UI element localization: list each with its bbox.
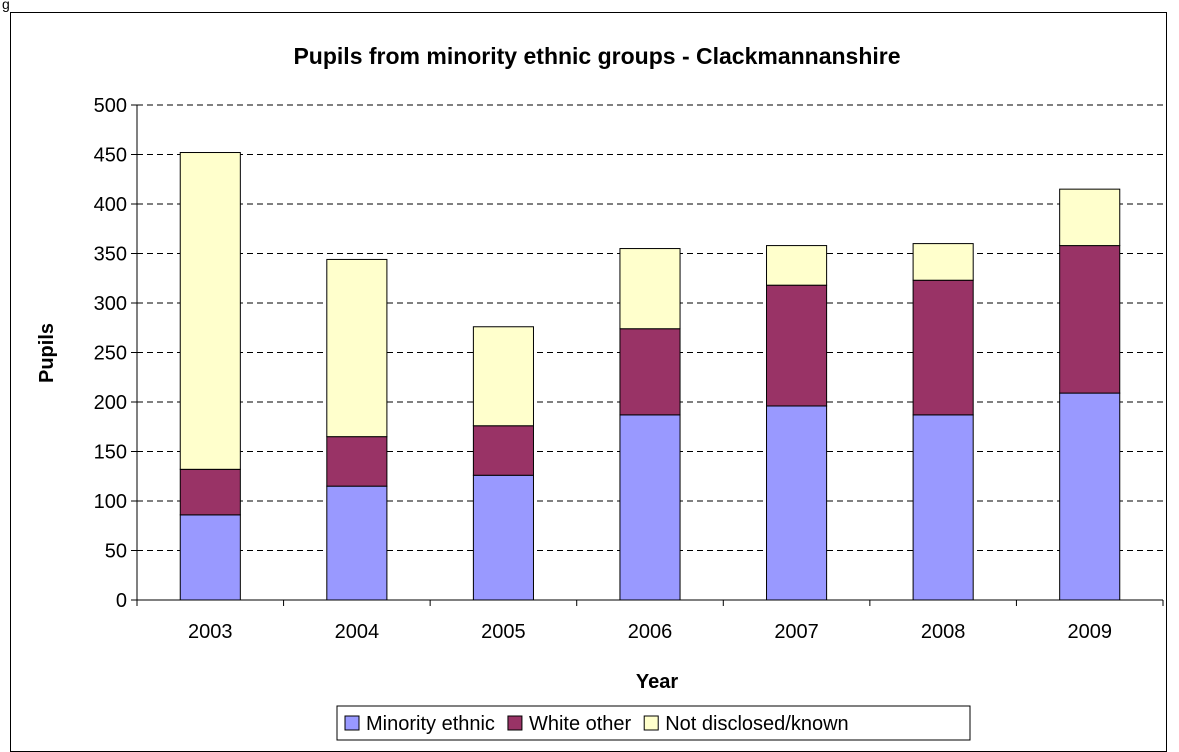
x-axis-ticks: 2003 2004 2005 2006 2007 2008 2009: [136, 600, 1164, 643]
x-tick-label: 2009: [1067, 621, 1112, 643]
bar-segment-not-disclosed-known: [179, 152, 241, 470]
y-tick-label: 100: [94, 491, 127, 513]
bar-segment-white-other: [766, 284, 828, 407]
y-axis-ticks: 0 50 100 150 200 250 300 350 400 450 500: [94, 95, 137, 612]
legend-label: Not disclosed/known: [665, 713, 848, 735]
x-tick-label: 2008: [921, 621, 966, 643]
y-tick-label: 300: [94, 293, 127, 315]
bar-segment-white-other: [912, 279, 974, 416]
legend-swatch: [344, 715, 360, 731]
legend-label: White other: [529, 713, 632, 735]
x-tick-label: 2006: [628, 621, 673, 643]
y-tick-label: 50: [105, 541, 127, 563]
x-tick-label: 2005: [481, 621, 526, 643]
x-tick-label: 2007: [774, 621, 819, 643]
x-axis-title: Year: [636, 671, 678, 693]
y-axis-title: Pupils: [36, 323, 58, 383]
y-tick-label: 350: [94, 244, 127, 266]
bar-segment-minority-ethnic: [472, 474, 534, 601]
legend-label: Minority ethnic: [366, 713, 495, 735]
bar-segment-white-other: [472, 425, 534, 476]
bar-segment-not-disclosed-known: [326, 258, 388, 438]
y-tick-label: 200: [94, 392, 127, 414]
bar-segment-not-disclosed-known: [766, 245, 828, 286]
bar-segment-minority-ethnic: [179, 514, 241, 601]
bar-segment-minority-ethnic: [1059, 392, 1121, 601]
legend-swatch: [643, 715, 659, 731]
y-tick-label: 150: [94, 442, 127, 464]
bars: [179, 152, 1121, 601]
bar-segment-not-disclosed-known: [619, 248, 681, 330]
bar-segment-not-disclosed-known: [472, 326, 534, 427]
bar-segment-not-disclosed-known: [912, 243, 974, 281]
x-tick-label: 2003: [188, 621, 233, 643]
bar-segment-minority-ethnic: [766, 405, 828, 601]
legend-swatch: [507, 715, 523, 731]
figure-label: g: [2, 0, 10, 12]
chart-title: Pupils from minority ethnic groups - Cla…: [293, 43, 900, 69]
bar-segment-minority-ethnic: [619, 414, 681, 601]
y-tick-label: 0: [116, 590, 127, 612]
bar-segment-minority-ethnic: [326, 485, 388, 601]
x-tick-label: 2004: [335, 621, 380, 643]
y-tick-label: 450: [94, 145, 127, 167]
bar-segment-not-disclosed-known: [1059, 188, 1121, 247]
bar-segment-white-other: [1059, 245, 1121, 394]
y-tick-label: 400: [94, 194, 127, 216]
bar-segment-white-other: [619, 328, 681, 416]
bar-segment-minority-ethnic: [912, 414, 974, 601]
y-tick-label: 250: [94, 343, 127, 365]
y-tick-label: 500: [94, 95, 127, 117]
legend: Minority ethnic White other Not disclosed/…: [336, 705, 971, 741]
bar-segment-white-other: [326, 436, 388, 487]
bar-segment-white-other: [179, 468, 241, 516]
